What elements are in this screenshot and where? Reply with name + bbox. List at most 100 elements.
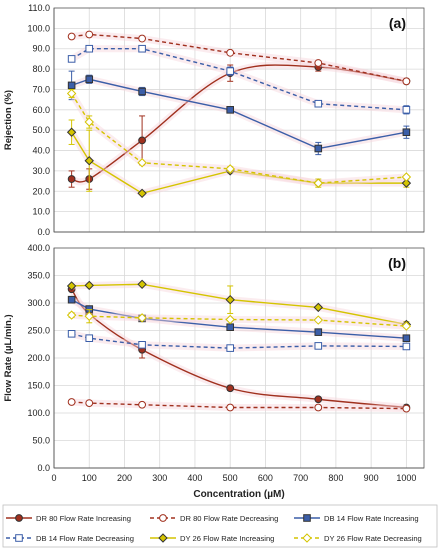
data-point <box>138 136 146 145</box>
panel-a: 0.0 10.0 20.0 30.0 40.0 50.0 60.0 70.0 80.0 90.0 1… <box>3 3 425 237</box>
data-point <box>314 403 323 412</box>
data-point <box>226 403 235 412</box>
data-point <box>85 30 94 39</box>
data-point <box>401 321 412 331</box>
y-tick-label: 150.0 <box>27 381 50 391</box>
y-tick-label: 0.0 <box>37 463 50 473</box>
y-tick-label: 40.0 <box>32 146 50 156</box>
data-point <box>402 77 411 86</box>
legend-item: DB 14 Flow Rate Decreasing <box>6 534 134 543</box>
legend-item: DB 14 Flow Rate Increasing <box>294 514 419 523</box>
plot-frame <box>53 7 425 233</box>
y-tick-label: 50.0 <box>32 125 50 135</box>
legend-marker <box>15 534 23 542</box>
data-point <box>85 334 94 342</box>
legend-label: DY 26 Flow Rate Increasing <box>180 534 274 543</box>
y-tick-label: 100.0 <box>27 23 50 33</box>
data-point <box>226 106 234 114</box>
series-line <box>71 48 407 111</box>
data-point <box>138 400 146 409</box>
y-tick-label: 200.0 <box>27 353 50 363</box>
data-point <box>313 302 323 313</box>
series-dy-26-flow-rate-increasing <box>66 119 412 199</box>
y-tick-label: 90.0 <box>32 44 50 54</box>
legend-frame <box>2 504 438 548</box>
legend-item: DR 80 Flow Rate Increasing <box>6 514 131 523</box>
x-tick-label: 300 <box>152 473 167 483</box>
data-point <box>137 158 147 168</box>
data-point <box>85 44 94 53</box>
x-tick-label: 800 <box>328 473 343 483</box>
y-tick-label: 60.0 <box>32 105 50 115</box>
data-point <box>402 342 411 351</box>
series-db-14-flow-rate-decreasing <box>67 44 411 115</box>
data-point <box>67 81 76 90</box>
series-dr-80-flow-rate-decreasing <box>67 30 411 86</box>
x-tick-label: 500 <box>223 473 238 483</box>
x-tick-label: 1000 <box>396 473 416 483</box>
data-point <box>84 311 94 321</box>
data-point <box>138 87 146 96</box>
y-tick-label: 400.0 <box>27 243 50 253</box>
y-axis-label: Rejection (%) <box>3 90 14 150</box>
legend-marker <box>158 533 168 543</box>
data-point <box>225 294 235 305</box>
data-point <box>226 48 235 57</box>
y-tick-label: 350.0 <box>27 271 50 281</box>
series-db-14-flow-rate-decreasing <box>67 330 411 352</box>
data-point <box>226 67 234 75</box>
panel-b: 0.0 50.0 100.0 150.0 200.0 250.0 300.0 350.0 400… <box>3 243 425 473</box>
legend-marker <box>303 514 311 522</box>
panel-label: (b) <box>388 255 406 271</box>
data-point <box>138 34 146 43</box>
data-point <box>401 172 412 182</box>
data-point <box>85 75 94 84</box>
series-highlight <box>68 90 410 187</box>
data-point <box>85 399 94 408</box>
data-point <box>67 398 76 406</box>
plot-frame <box>53 247 425 469</box>
series-line <box>71 131 407 195</box>
y-tick-label: 10.0 <box>32 207 50 217</box>
legend-label: DR 80 Flow Rate Increasing <box>36 514 131 523</box>
y-tick-label: 70.0 <box>32 84 50 94</box>
data-point <box>314 328 323 336</box>
x-tick-label: 900 <box>364 473 379 483</box>
data-point <box>313 178 323 188</box>
y-tick-label: 30.0 <box>32 166 50 176</box>
data-point <box>84 156 94 166</box>
legend: DR 80 Flow Rate Increasing DR 80 Flow Rat… <box>2 504 438 548</box>
data-point <box>84 280 94 291</box>
data-point <box>67 175 76 183</box>
y-tick-label: 80.0 <box>32 64 50 74</box>
data-point <box>67 295 76 304</box>
series-dr-80-flow-rate-decreasing <box>67 398 411 413</box>
series-line <box>71 64 407 183</box>
legend-label: DB 14 Flow Rate Increasing <box>324 514 419 523</box>
x-axis-label: Concentration (µM) <box>193 489 284 500</box>
legend-label: DY 26 Flow Rate Decreasing <box>324 534 422 543</box>
data-point <box>67 32 76 41</box>
data-point <box>226 344 234 352</box>
y-tick-label: 0.0 <box>37 227 50 237</box>
y-tick-label: 300.0 <box>27 298 50 308</box>
data-point <box>137 279 147 290</box>
y-tick-label: 110.0 <box>28 3 50 13</box>
x-tick-label: 100 <box>82 473 97 483</box>
panel-label: (a) <box>389 15 406 31</box>
data-point <box>137 188 147 199</box>
data-point <box>313 315 323 325</box>
series-db-14-flow-rate-increasing <box>67 70 411 156</box>
x-tick-label: 200 <box>117 473 132 483</box>
legend-label: DB 14 Flow Rate Decreasing <box>36 534 134 543</box>
gridlines <box>53 7 424 233</box>
data-point <box>66 88 77 99</box>
data-point <box>138 44 146 53</box>
y-tick-label: 250.0 <box>27 326 50 336</box>
data-point <box>314 395 323 404</box>
data-point <box>402 128 411 137</box>
data-point <box>66 127 77 137</box>
data-point <box>67 55 76 63</box>
legend-marker <box>159 514 167 522</box>
